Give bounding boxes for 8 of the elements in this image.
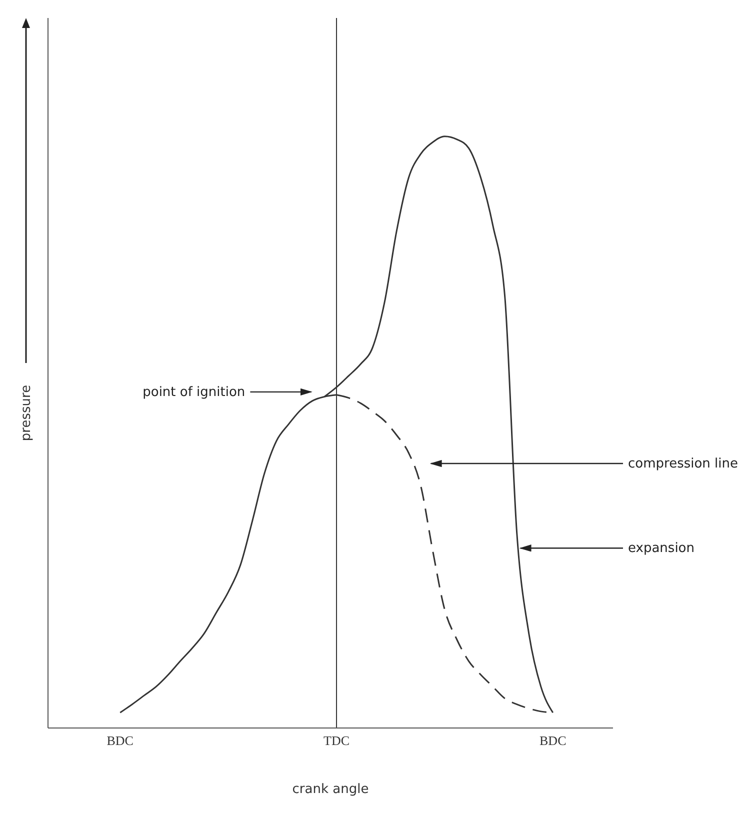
- annotation: point of ignition: [142, 384, 246, 400]
- x-axis-title: crank angle: [292, 782, 369, 797]
- text: expansion: [628, 541, 694, 556]
- x-tick-label: BDC: [540, 733, 566, 748]
- x-tick-label: TDC: [324, 733, 350, 748]
- y-axis-title: pressure: [19, 384, 34, 442]
- text: compression line: [628, 456, 738, 472]
- x-tick-label: BDC: [106, 733, 134, 748]
